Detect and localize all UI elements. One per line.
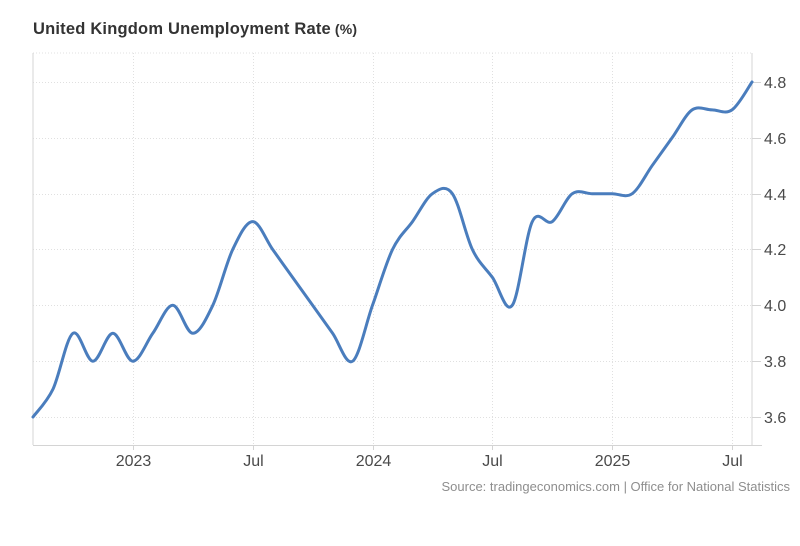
chart-title-unit: (%) <box>334 21 358 37</box>
x-tick-label: Jul <box>722 453 742 470</box>
y-tick-label: 4.8 <box>764 75 786 92</box>
y-tick-label: 4.4 <box>764 187 786 204</box>
x-tick-label: 2023 <box>116 453 152 470</box>
y-tick-label: 3.8 <box>764 354 786 371</box>
x-tick-label: Jul <box>482 453 502 470</box>
y-tick-label: 4.2 <box>764 242 786 259</box>
y-tick-label: 4.6 <box>764 131 786 148</box>
x-tick-label: Jul <box>243 453 263 470</box>
y-tick-label: 3.6 <box>764 410 786 427</box>
series-line <box>31 80 754 419</box>
source-attribution: Source: tradingeconomics.com | Office fo… <box>441 479 790 494</box>
x-tick-label: 2025 <box>595 453 631 470</box>
chart-title-text: United Kingdom Unemployment Rate <box>33 20 331 38</box>
y-tick-label: 4.0 <box>764 298 786 315</box>
chart-title: United Kingdom Unemployment Rate (%) <box>33 20 357 39</box>
x-tick-label: 2024 <box>356 453 392 470</box>
